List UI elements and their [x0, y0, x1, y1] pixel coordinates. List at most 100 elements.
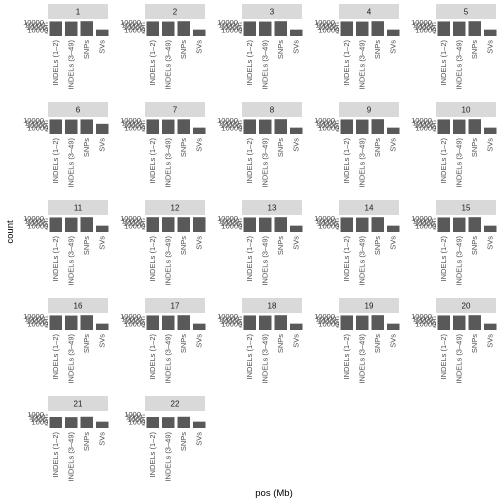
x-axis-title: pos (Mb)	[255, 488, 292, 499]
y-tick-label: 10000	[413, 119, 434, 128]
x-tick-label: INDELs (3–49)	[260, 40, 269, 90]
x-tick-label: INDELs (1–2)	[51, 40, 60, 86]
bar	[356, 315, 369, 330]
facet-strip-label: 17	[171, 302, 180, 311]
x-tick-label: SNPs	[82, 236, 91, 255]
y-tick-label: 10000	[26, 23, 47, 32]
bar	[96, 323, 109, 330]
x-tick-label: SNPs	[276, 40, 285, 59]
x-tick-label: INDELs (1–2)	[51, 138, 60, 184]
x-tick-label: SNPs	[82, 334, 91, 353]
x-tick-label: INDELs (1–2)	[51, 236, 60, 282]
x-tick-label: INDELs (1–2)	[439, 40, 448, 86]
y-tick-label: 10000	[27, 124, 48, 133]
facet-strip-label: 6	[76, 106, 81, 115]
y-tick-label: 10000	[124, 124, 145, 133]
bar	[80, 217, 93, 232]
y-tick-label: 10000	[411, 214, 432, 223]
y-tick-label: 10000	[221, 124, 242, 133]
y-tick-label: 10000	[26, 317, 47, 326]
bar	[468, 119, 481, 134]
y-tick-label: 10000	[318, 26, 339, 35]
bar	[259, 315, 272, 330]
x-tick-label: SVs	[485, 40, 494, 54]
bar	[146, 315, 159, 330]
facet-strip	[339, 298, 399, 313]
x-tick-label: INDELs (1–2)	[342, 138, 351, 184]
y-tick-label: 10000	[221, 222, 242, 231]
x-tick-label: SNPs	[470, 334, 479, 353]
facet-strip	[436, 4, 496, 19]
facet-strip-label: 19	[365, 302, 374, 311]
x-tick-label: INDELs (3–49)	[454, 334, 463, 384]
bar	[49, 21, 62, 36]
facet-strip-label: 12	[171, 204, 180, 213]
x-tick-label: INDELs (1–2)	[439, 138, 448, 184]
y-tick-label: 10000	[414, 23, 435, 32]
bar	[371, 315, 384, 330]
facet-strip-label: 20	[462, 302, 471, 311]
y-tick-label: 10000	[314, 214, 335, 223]
bar	[453, 119, 466, 134]
y-tick-label: 10000	[23, 312, 44, 321]
facet-strip	[242, 102, 302, 117]
x-tick-label: INDELs (1–2)	[51, 334, 60, 380]
bar	[162, 315, 175, 330]
x-tick-label: SNPs	[276, 334, 285, 353]
x-tick-label: INDELs (3–49)	[260, 138, 269, 188]
y-tick-label: 10000	[414, 317, 435, 326]
facet-strip-label: 13	[268, 204, 277, 213]
bar	[49, 217, 62, 232]
x-tick-label: SNPs	[179, 236, 188, 255]
bar	[484, 225, 497, 232]
facet-strip	[242, 4, 302, 19]
x-tick-label: INDELs (1–2)	[51, 432, 60, 478]
bar	[371, 119, 384, 134]
bar	[274, 119, 287, 134]
y-tick-label: 10000	[23, 214, 44, 223]
y-tick-label: 10000	[217, 214, 238, 223]
y-tick-label: 10000	[25, 315, 46, 324]
y-tick-label: 10000	[219, 217, 240, 226]
x-tick-label: INDELs (3–49)	[357, 334, 366, 384]
y-tick-label: 10000	[221, 26, 242, 35]
bar	[177, 119, 190, 134]
bar	[259, 21, 272, 36]
facet-strip	[145, 396, 205, 411]
bar	[437, 315, 450, 330]
y-tick-label: 10000	[220, 121, 241, 130]
y-tick-label: 10000	[316, 315, 337, 324]
bar	[193, 217, 206, 232]
x-tick-label: SVs	[194, 432, 203, 446]
bar	[484, 127, 497, 134]
facet-strip-label: 3	[270, 8, 275, 17]
x-tick-label: SVs	[194, 334, 203, 348]
bar	[80, 416, 93, 428]
x-tick-label: SNPs	[82, 40, 91, 59]
bar	[371, 21, 384, 36]
bar	[146, 217, 159, 232]
x-tick-label: SVs	[97, 432, 106, 446]
y-tick-label: 10000	[217, 18, 238, 27]
y-tick-label: 1000	[124, 410, 141, 419]
facet-strip	[145, 200, 205, 215]
bar	[484, 323, 497, 330]
y-tick-label: 10000	[314, 18, 335, 27]
x-tick-label: INDELs (3–49)	[357, 138, 366, 188]
y-tick-label: 10000	[123, 219, 144, 228]
y-tick-label: 10000	[122, 315, 143, 324]
y-tick-label: 1000	[127, 415, 144, 424]
y-tick-label: 10000	[27, 26, 48, 35]
bar	[65, 417, 78, 428]
bar	[65, 315, 78, 330]
x-tick-label: SVs	[97, 138, 106, 152]
x-tick-label: INDELs (1–2)	[439, 334, 448, 380]
x-tick-label: SNPs	[470, 138, 479, 157]
